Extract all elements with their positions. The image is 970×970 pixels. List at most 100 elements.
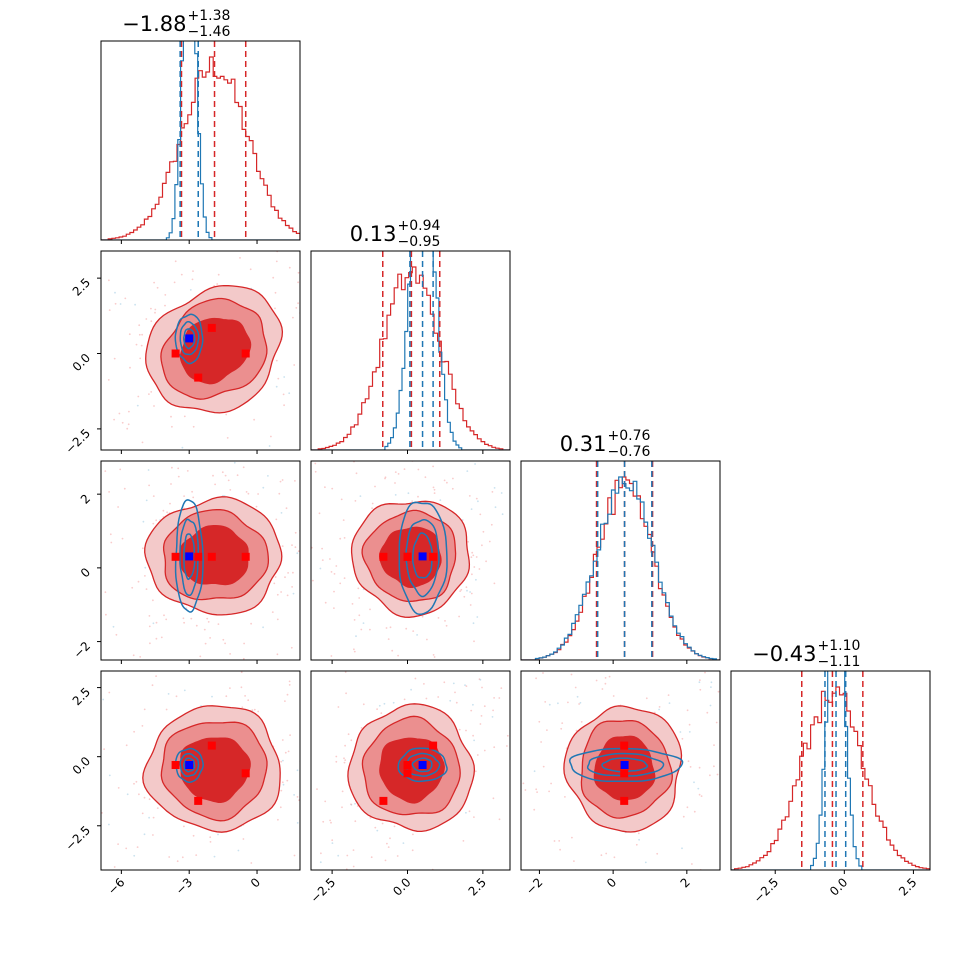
scatter-point	[329, 716, 331, 718]
scatter-point	[530, 689, 532, 691]
scatter-point	[176, 860, 179, 863]
scatter-point	[273, 582, 276, 585]
scatter-point	[490, 523, 493, 526]
scatter-point	[342, 519, 345, 521]
scatter-point	[140, 344, 143, 347]
scatter-point	[645, 697, 648, 700]
scatter-point	[133, 782, 135, 785]
scatter-point	[506, 734, 509, 737]
contour-blue-0	[183, 328, 196, 350]
scatter-point	[277, 478, 279, 480]
scatter-point	[323, 425, 325, 427]
scatter-point	[412, 630, 415, 632]
scatter-point	[274, 576, 277, 578]
scatter-point	[525, 679, 527, 681]
x-tick-label: 0	[604, 875, 619, 890]
scatter-point	[599, 888, 601, 890]
scatter-point	[479, 678, 482, 681]
scatter-point	[273, 663, 275, 665]
scatter-point	[69, 560, 71, 562]
scatter-point	[479, 642, 481, 644]
scatter-point	[576, 874, 578, 876]
scatter-point	[341, 806, 343, 809]
scatter-point	[454, 691, 456, 694]
scatter-point	[308, 253, 310, 255]
histogram-a	[731, 686, 930, 870]
scatter-point	[153, 405, 155, 407]
scatter-point	[213, 855, 216, 858]
y-tick-label: 0	[78, 565, 93, 580]
scatter-point	[256, 839, 258, 841]
scatter-point	[483, 749, 486, 752]
scatter-point	[344, 671, 347, 673]
scatter-point	[73, 559, 75, 561]
truth-marker-red-1	[620, 741, 629, 750]
scatter-point	[574, 686, 577, 689]
scatter-point	[128, 477, 130, 479]
scatter-point	[465, 586, 468, 589]
scatter-point	[697, 787, 700, 790]
scatter-point	[297, 271, 300, 274]
scatter-point	[225, 492, 227, 494]
scatter-point	[148, 615, 151, 617]
scatter-point	[579, 701, 582, 704]
scatter-point	[321, 668, 323, 670]
scatter-point	[229, 489, 232, 491]
panel-frame	[100, 460, 301, 661]
scatter-point	[492, 709, 494, 712]
scatter-point	[206, 617, 209, 620]
scatter-point	[715, 721, 718, 724]
scatter-point	[384, 476, 387, 479]
scatter-point	[302, 537, 304, 539]
scatter-point	[313, 388, 315, 390]
scatter-point	[645, 891, 647, 893]
scatter-point	[317, 785, 319, 787]
scatter-point	[443, 681, 446, 684]
scatter-point	[383, 702, 386, 705]
scatter-point	[294, 531, 297, 534]
scatter-point	[183, 495, 186, 497]
scatter-point	[493, 746, 496, 749]
scatter-point	[324, 464, 326, 466]
scatter-point	[156, 286, 159, 289]
scatter-point	[360, 628, 363, 631]
scatter-point	[437, 617, 440, 619]
scatter-point	[526, 604, 528, 606]
scatter-point	[131, 586, 134, 589]
scatter-point	[333, 573, 336, 575]
scatter-point	[547, 714, 549, 716]
scatter-point	[170, 483, 172, 485]
panel-content	[54, 461, 326, 665]
scatter-point	[295, 461, 297, 463]
scatter-point	[488, 540, 491, 543]
scatter-point	[682, 815, 685, 818]
scatter-point	[98, 372, 100, 374]
scatter-point	[61, 355, 63, 357]
scatter-point	[303, 840, 305, 842]
scatter-point	[426, 638, 428, 641]
truth-marker-red-0	[171, 349, 180, 358]
scatter-point	[209, 836, 212, 839]
scatter-point	[658, 708, 660, 711]
scatter-point	[356, 912, 358, 914]
param-title-3: −0.43	[752, 642, 816, 666]
scatter-point	[410, 688, 412, 691]
scatter-point	[257, 710, 260, 713]
scatter-point	[565, 931, 567, 933]
truth-marker-red-2	[379, 552, 388, 561]
scatter-point	[331, 839, 334, 842]
scatter-point	[519, 682, 521, 684]
scatter-point	[314, 362, 316, 364]
scatter-point	[748, 776, 750, 778]
scatter-point	[155, 637, 158, 640]
scatter-point	[511, 760, 513, 762]
scatter-point	[417, 495, 419, 498]
scatter-point	[506, 745, 508, 747]
scatter-point	[458, 615, 460, 618]
scatter-point	[199, 655, 202, 658]
scatter-point	[490, 435, 492, 437]
scatter-point	[468, 810, 471, 813]
contour-blue-1	[179, 752, 200, 778]
scatter-point	[54, 550, 56, 552]
scatter-point	[324, 688, 326, 690]
